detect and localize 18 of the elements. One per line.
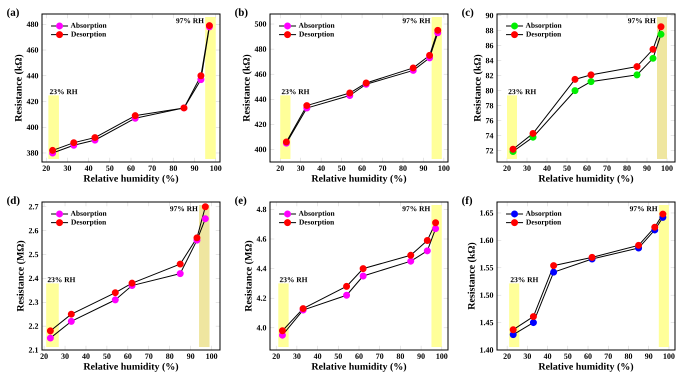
chart-title: (b) <box>235 8 248 18</box>
y-axis-title: Resistance (kΩ) <box>468 242 477 310</box>
x-axis-title: Relative humidity (%) <box>312 362 406 372</box>
x-axis-title: Relative humidity (%) <box>538 362 634 372</box>
x-axis-title: Relative humidity (%) <box>538 174 634 184</box>
x-axis-title: Relative humidity (%) <box>84 174 178 184</box>
y-axis-title: Resistance (kΩ) <box>14 54 24 122</box>
x-axis-title: Relative humidity (%) <box>312 174 406 184</box>
chart-title: (f) <box>462 196 472 206</box>
y-axis-title: Resistance (kΩ) <box>242 54 252 122</box>
x-axis-title: Relative humidity (%) <box>84 362 178 372</box>
chart-title: (a) <box>7 8 19 18</box>
y-axis-title: Resistance (kΩ) <box>474 54 483 122</box>
chart-title: (c) <box>462 8 474 18</box>
y-axis-title: Resistance (MΩ) <box>16 240 26 312</box>
chart-title: (e) <box>235 196 246 206</box>
chart-title: (d) <box>7 196 20 206</box>
y-axis-title: Resistance (MΩ) <box>244 240 254 312</box>
